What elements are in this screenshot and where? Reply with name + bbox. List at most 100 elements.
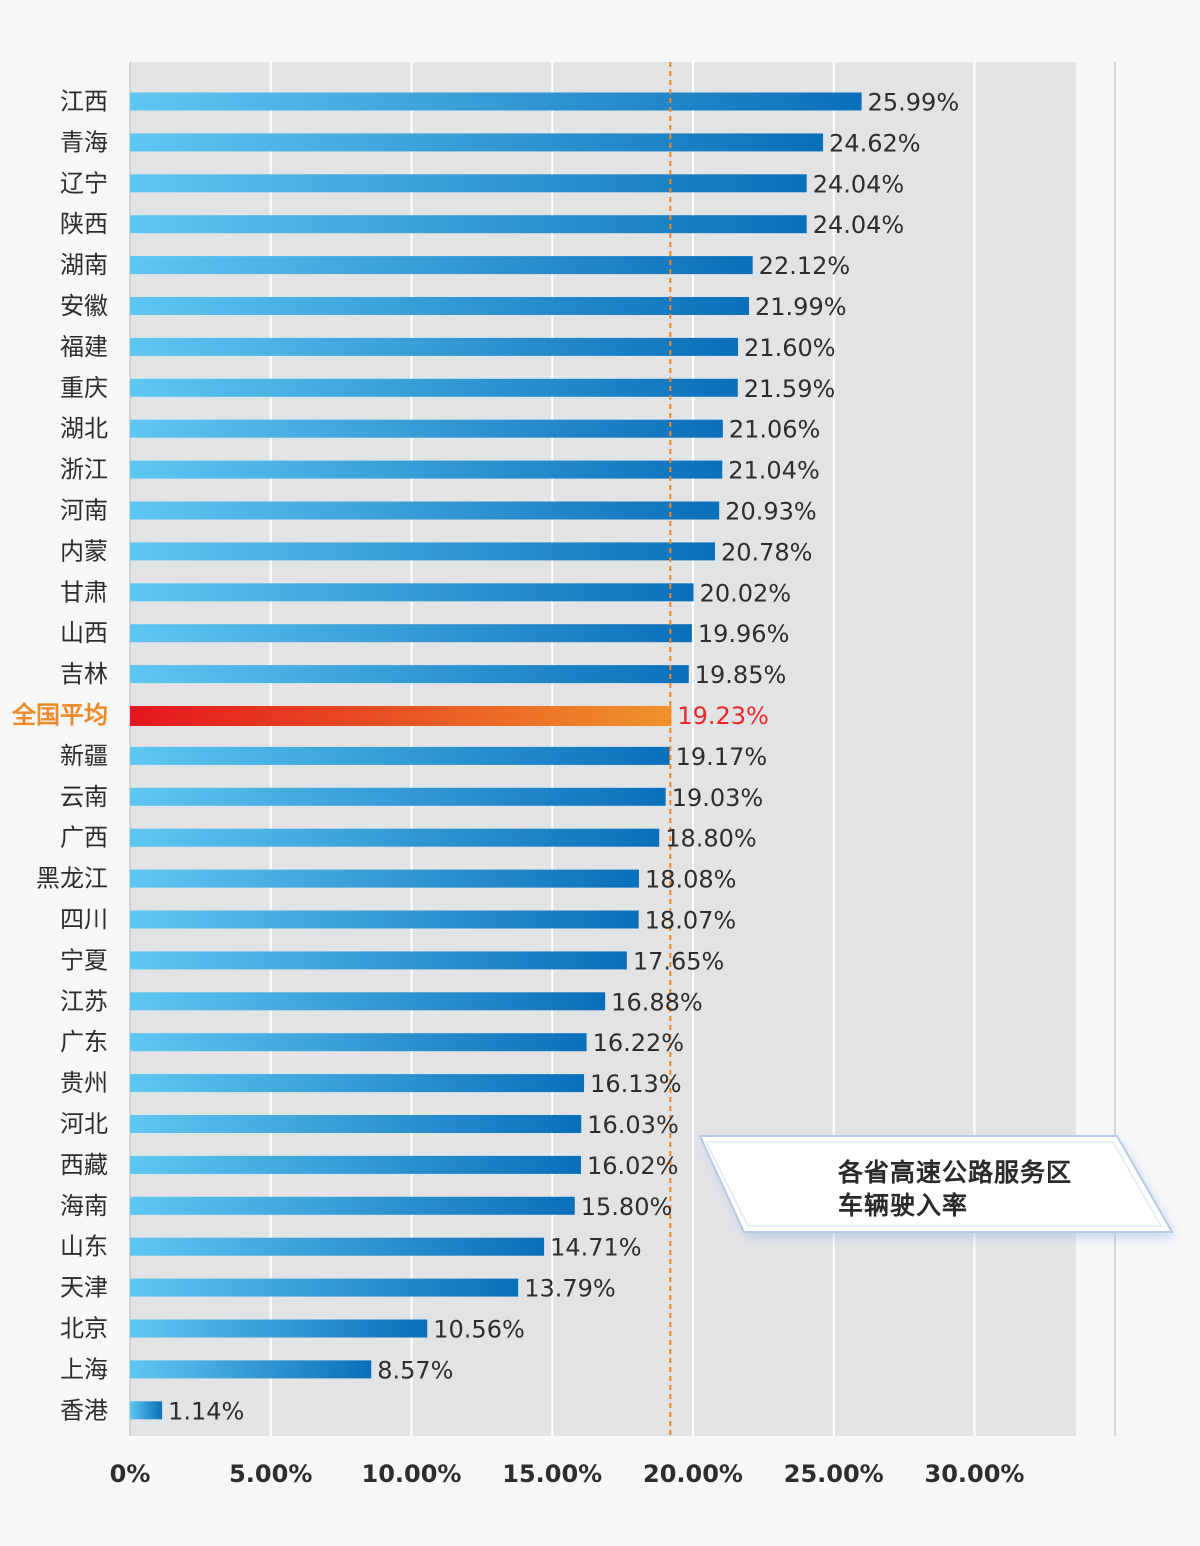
bar — [130, 746, 670, 765]
bar — [130, 1196, 575, 1215]
bar — [130, 665, 689, 684]
value-label: 16.02% — [587, 1152, 679, 1180]
category-label: 广东 — [60, 1028, 108, 1056]
value-label: 21.04% — [728, 457, 820, 485]
category-label: 吉林 — [60, 660, 108, 688]
value-label: 20.78% — [721, 538, 813, 566]
value-label: 17.65% — [633, 947, 725, 975]
category-label: 上海 — [60, 1355, 108, 1383]
category-label: 香港 — [60, 1396, 108, 1424]
category-label: 海南 — [60, 1192, 108, 1220]
bar — [130, 1319, 428, 1338]
bar — [130, 624, 692, 643]
bar — [130, 1401, 163, 1420]
chart-title-line-1: 各省高速公路服务区 — [838, 1158, 1073, 1187]
title-panel — [698, 1135, 1176, 1238]
category-label: 甘肃 — [60, 578, 108, 606]
bar — [130, 460, 723, 479]
category-label: 山东 — [60, 1233, 108, 1261]
value-label: 15.80% — [581, 1193, 673, 1221]
value-label: 16.03% — [587, 1111, 679, 1139]
value-label: 1.14% — [168, 1397, 244, 1425]
bar — [130, 256, 753, 275]
value-label: 21.99% — [755, 293, 847, 321]
bar — [130, 910, 639, 929]
value-label: 19.23% — [677, 702, 769, 730]
bar — [130, 787, 666, 806]
bar — [130, 542, 715, 561]
value-label: 18.80% — [665, 825, 757, 853]
category-label: 北京 — [60, 1315, 108, 1343]
bar — [130, 1237, 545, 1256]
bar — [130, 501, 720, 520]
value-label: 25.99% — [868, 89, 960, 117]
bar — [130, 869, 639, 888]
value-label: 20.02% — [700, 579, 792, 607]
category-label: 天津 — [60, 1274, 108, 1302]
bar — [130, 992, 606, 1011]
bar — [130, 1278, 519, 1297]
category-label: 广西 — [60, 824, 108, 852]
bar — [130, 133, 824, 152]
x-tick-label: 5.00% — [229, 1460, 312, 1488]
value-label: 24.04% — [813, 170, 905, 198]
x-tick-label: 15.00% — [502, 1460, 602, 1488]
bar — [130, 378, 738, 397]
value-label: 18.08% — [645, 866, 737, 894]
value-label: 19.96% — [698, 620, 790, 648]
chart-title: 各省高速公路服务区 车辆驶入率 — [838, 1156, 1158, 1222]
value-label: 14.71% — [550, 1234, 642, 1262]
bar — [130, 337, 739, 356]
value-label: 19.03% — [672, 784, 764, 812]
category-label: 福建 — [60, 333, 108, 361]
category-label: 河南 — [60, 497, 108, 525]
category-label: 湖南 — [60, 251, 108, 279]
bar — [130, 92, 862, 111]
value-label: 18.07% — [645, 907, 737, 935]
bar — [130, 706, 672, 726]
value-label: 24.04% — [813, 211, 905, 239]
value-label: 19.85% — [695, 661, 787, 689]
category-label: 山西 — [60, 619, 108, 647]
bar — [130, 1074, 585, 1093]
category-label: 全国平均 — [11, 701, 108, 729]
category-label: 内蒙 — [60, 537, 108, 565]
labels: 江西 25.99% 青海 24.62% 辽宁 24.04% 陕西 24.04% 湖南 22.12%… — [11, 88, 959, 1426]
category-label: 辽宁 — [60, 169, 108, 197]
bar — [130, 174, 807, 193]
bar — [130, 1155, 581, 1174]
x-tick-label: 10.00% — [362, 1460, 462, 1488]
x-tick-label: 0% — [110, 1460, 151, 1488]
bar — [130, 1033, 587, 1052]
bar — [130, 1360, 372, 1379]
bar — [130, 215, 807, 234]
value-label: 21.59% — [744, 375, 836, 403]
x-tick-label: 20.00% — [643, 1460, 743, 1488]
category-label: 青海 — [60, 128, 108, 156]
category-label: 浙江 — [60, 456, 108, 484]
category-label: 四川 — [60, 906, 108, 934]
category-label: 湖北 — [60, 415, 108, 443]
value-label: 21.06% — [729, 416, 821, 444]
bar — [130, 951, 627, 970]
x-axis-ticks: 0% 5.00% 10.00% 15.00% 20.00% 25.00% 30.00% — [110, 1460, 1025, 1488]
category-label: 安徽 — [60, 292, 108, 320]
value-label: 24.62% — [829, 129, 921, 157]
value-label: 19.17% — [676, 743, 768, 771]
bar — [130, 583, 694, 602]
category-label: 黑龙江 — [36, 865, 108, 893]
bars — [130, 92, 862, 1420]
category-label: 江苏 — [60, 987, 108, 1015]
value-label: 22.12% — [759, 252, 851, 280]
category-label: 江西 — [60, 88, 108, 116]
value-label: 16.88% — [611, 988, 703, 1016]
value-label: 13.79% — [524, 1275, 616, 1303]
category-label: 河北 — [60, 1110, 108, 1138]
category-label: 新疆 — [60, 742, 108, 770]
x-tick-label: 25.00% — [784, 1460, 884, 1488]
category-label: 宁夏 — [60, 946, 108, 974]
value-label: 16.22% — [593, 1029, 685, 1057]
value-label: 21.60% — [744, 334, 836, 362]
value-label: 10.56% — [433, 1316, 525, 1344]
